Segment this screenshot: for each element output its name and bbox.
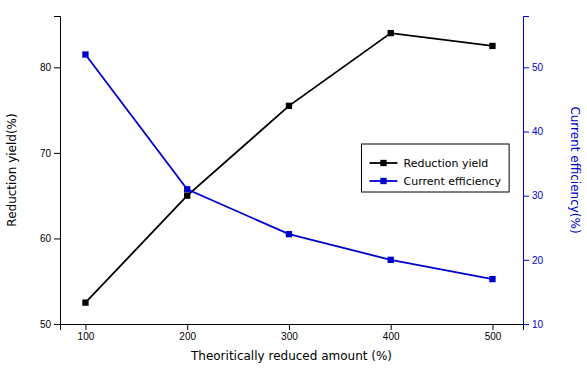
legend-marker <box>380 178 386 184</box>
y-axis-tick-label: 60 <box>40 233 52 244</box>
y-axis-title: Reduction yield(%) <box>5 113 19 226</box>
y2-axis-line <box>524 17 530 325</box>
y-axis-tick: 70 <box>40 148 60 159</box>
y-axis-tick: 80 <box>40 62 60 73</box>
y2-axis-tick-mark <box>523 324 529 325</box>
y-axis-tick-label: 50 <box>40 319 52 330</box>
y2-axis-tick-label: 50 <box>532 62 544 73</box>
x-axis-tick-label: 400 <box>383 331 400 342</box>
x-axis-tick-label: 200 <box>179 331 196 342</box>
legend-label: Current efficiency <box>403 175 501 188</box>
marker <box>184 186 190 192</box>
y-axis-tick: 50 <box>40 319 60 330</box>
legend-label: Reduction yield <box>403 157 488 170</box>
y2-axis-tick: 20 <box>523 255 544 266</box>
x-axis-tick: 400 <box>383 324 400 342</box>
line <box>85 33 492 303</box>
x-axis-title: Theoritically reduced amount (%) <box>190 349 392 363</box>
y2-axis-title: Current efficiency(%) <box>568 106 582 233</box>
y2-axis-tick-mark <box>523 132 529 133</box>
chart: 100 200 300 400 500 50 60 70 80 10 20 30 40 50 Theorit… <box>0 0 587 370</box>
legend-frame <box>361 144 509 192</box>
x-axis-tick: 200 <box>179 324 196 342</box>
line <box>85 55 492 280</box>
x-axis-tick-mark <box>391 324 392 330</box>
y2-axis-tick-label: 40 <box>532 126 544 137</box>
marker <box>286 231 292 237</box>
plot-area <box>82 30 495 306</box>
y-axis-tick-mark <box>54 324 60 325</box>
marker <box>388 30 394 36</box>
legend-marker <box>380 160 386 166</box>
x-axis-tick-mark <box>492 324 493 330</box>
y2-axis-tick-label: 30 <box>532 190 544 201</box>
x-axis-tick-mark <box>85 324 86 330</box>
marker <box>82 51 88 57</box>
x-axis-tick-label: 500 <box>485 331 502 342</box>
x-axis-tick: 300 <box>281 324 298 342</box>
y2-axis-tick: 40 <box>523 126 544 137</box>
y-axis-tick-mark <box>54 67 60 68</box>
x-axis-tick: 100 <box>78 324 95 342</box>
y2-axis-tick: 50 <box>523 62 544 73</box>
x-axis-tick-mark <box>187 324 188 330</box>
marker <box>489 276 495 282</box>
y2-axis-tick-label: 20 <box>532 255 544 266</box>
y-axis: 50 60 70 80 <box>40 17 61 330</box>
legend: Reduction yield Current efficiency <box>361 144 509 192</box>
x-axis-tick-label: 300 <box>281 331 298 342</box>
y2-axis-tick: 10 <box>523 319 544 330</box>
marker <box>388 257 394 263</box>
marker <box>82 299 88 305</box>
marker <box>184 193 190 199</box>
y-axis-tick-mark <box>54 238 60 239</box>
marker <box>286 103 292 109</box>
x-axis-tick: 500 <box>485 324 502 342</box>
y2-axis-tick: 30 <box>523 190 544 201</box>
y-axis-line <box>54 17 61 325</box>
y2-axis-tick-mark <box>523 67 529 68</box>
y2-axis-tick-mark <box>523 260 529 261</box>
x-axis-line <box>61 325 524 331</box>
y2-axis: 10 20 30 40 50 <box>523 17 544 330</box>
marker <box>489 43 495 49</box>
y2-axis-tick-mark <box>523 196 529 197</box>
y-axis-tick-mark <box>54 153 60 154</box>
y2-axis-tick-label: 10 <box>532 319 544 330</box>
x-axis-tick-mark <box>289 324 290 330</box>
y-axis-tick: 60 <box>40 233 60 244</box>
x-axis-tick-label: 100 <box>78 331 95 342</box>
y-axis-tick-label: 70 <box>40 148 52 159</box>
y-axis-tick-label: 80 <box>40 62 52 73</box>
x-axis: 100 200 300 400 500 <box>61 324 524 342</box>
